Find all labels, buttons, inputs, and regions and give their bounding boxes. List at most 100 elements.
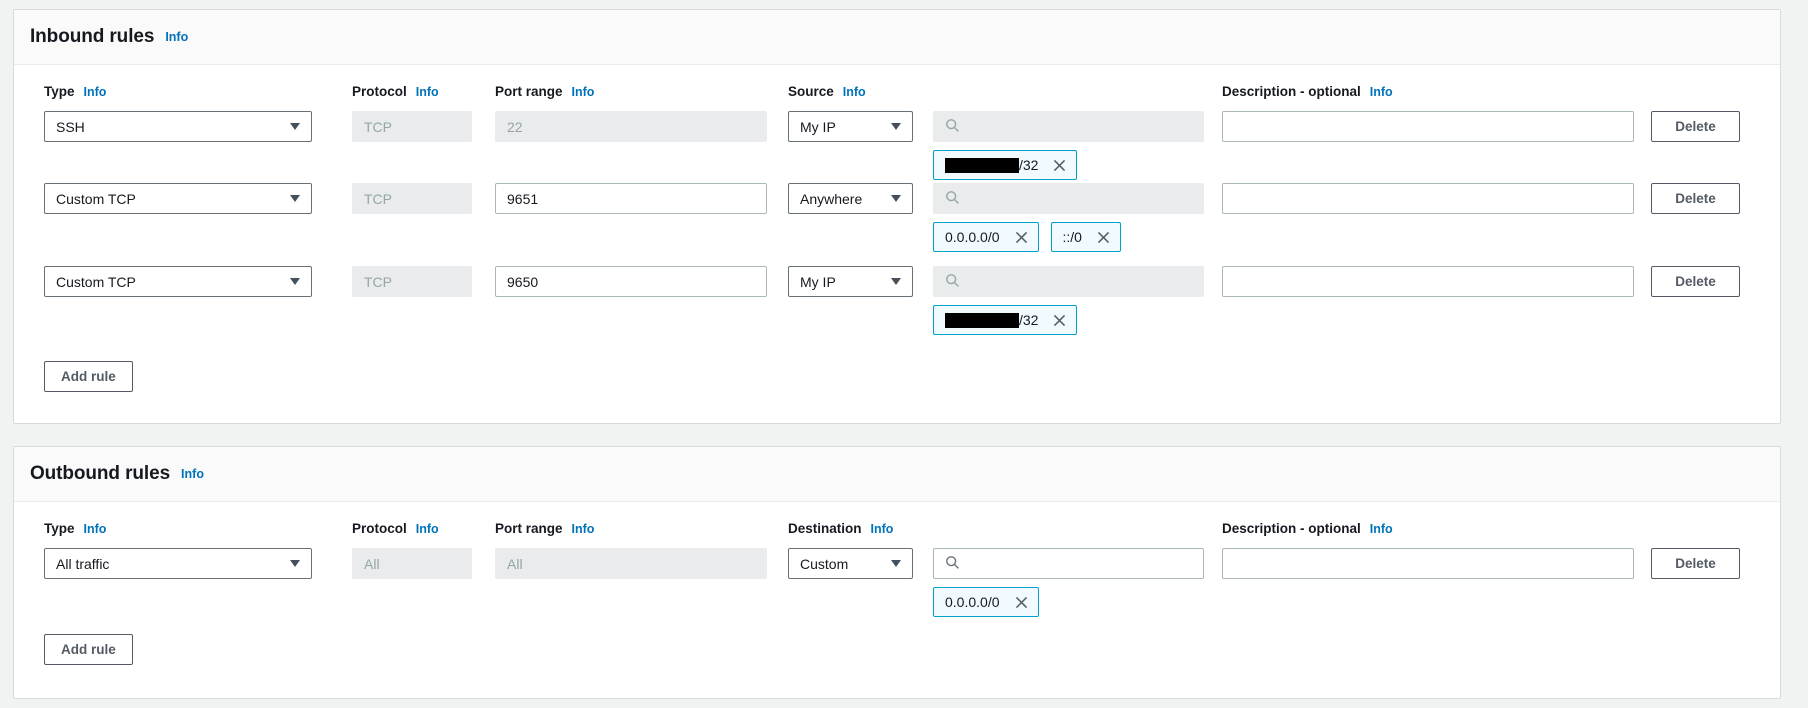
- cidr-chip[interactable]: ::/0: [1050, 222, 1121, 252]
- chevron-down-icon: [290, 123, 300, 130]
- chevron-down-icon: [290, 278, 300, 285]
- source-select-value: Anywhere: [800, 190, 863, 207]
- cidr-chip[interactable]: /32: [933, 150, 1078, 180]
- type-select-value: Custom TCP: [56, 273, 136, 290]
- description-field[interactable]: [1222, 111, 1634, 142]
- port-range-info-link[interactable]: Info: [571, 85, 595, 99]
- chevron-down-icon: [891, 560, 901, 567]
- description-field[interactable]: [1222, 183, 1634, 214]
- destination-chip-list: 0.0.0.0/0: [933, 587, 1204, 617]
- close-icon[interactable]: [1013, 594, 1030, 611]
- cidr-chip-label: ::/0: [1062, 229, 1082, 245]
- source-search-field[interactable]: [933, 266, 1204, 297]
- source-select[interactable]: My IP: [788, 266, 913, 297]
- destination-select[interactable]: Custom: [788, 548, 913, 579]
- description-field[interactable]: [1222, 266, 1634, 297]
- column-header-port-range: Port range Info: [495, 521, 767, 536]
- close-icon[interactable]: [1013, 229, 1030, 246]
- description-info-link[interactable]: Info: [1369, 85, 1393, 99]
- delete-button[interactable]: Delete: [1651, 266, 1740, 297]
- source-select[interactable]: My IP: [788, 111, 913, 142]
- type-select[interactable]: Custom TCP: [44, 266, 312, 297]
- type-select[interactable]: All traffic: [44, 548, 312, 579]
- source-select-value: My IP: [800, 273, 836, 290]
- source-search-field[interactable]: [933, 183, 1204, 214]
- destination-info-link[interactable]: Info: [870, 522, 894, 536]
- protocol-field: TCP: [352, 111, 472, 142]
- outbound-card-body: Type Info Protocol Info Port range Info: [14, 502, 1780, 665]
- search-icon: [945, 555, 960, 573]
- delete-button[interactable]: Delete: [1651, 548, 1740, 579]
- cidr-chip-label: 0.0.0.0/0: [945, 229, 1000, 245]
- port-range-value: 9651: [507, 190, 539, 207]
- source-select[interactable]: Anywhere: [788, 183, 913, 214]
- destination-search-field[interactable]: [933, 548, 1204, 579]
- source-info-link[interactable]: Info: [842, 85, 866, 99]
- chevron-down-icon: [290, 195, 300, 202]
- type-select-value: Custom TCP: [56, 190, 136, 207]
- add-rule-button[interactable]: Add rule: [44, 361, 133, 392]
- delete-button[interactable]: Delete: [1651, 183, 1740, 214]
- protocol-value: TCP: [364, 118, 392, 135]
- type-info-link[interactable]: Info: [83, 85, 107, 99]
- type-select[interactable]: SSH: [44, 111, 312, 142]
- column-header-protocol: Protocol Info: [352, 521, 472, 536]
- protocol-field: All: [352, 548, 472, 579]
- outbound-rules-card: Outbound rules Info Type Info Protocol I…: [13, 446, 1781, 699]
- chevron-down-icon: [891, 278, 901, 285]
- column-header-destination: Destination Info: [788, 521, 913, 536]
- port-range-info-link[interactable]: Info: [571, 522, 595, 536]
- source-chip-list: /32: [933, 150, 1204, 180]
- search-icon: [945, 273, 960, 291]
- table-row: Custom TCP: [44, 183, 312, 214]
- protocol-info-link[interactable]: Info: [415, 522, 439, 536]
- column-header-type: Type Info: [44, 84, 312, 99]
- column-header-type: Type Info: [44, 521, 312, 536]
- description-info-link[interactable]: Info: [1369, 522, 1393, 536]
- close-icon[interactable]: [1095, 229, 1112, 246]
- close-icon[interactable]: [1051, 312, 1068, 329]
- protocol-value: All: [364, 555, 380, 572]
- delete-button[interactable]: Delete: [1651, 111, 1740, 142]
- protocol-info-link[interactable]: Info: [415, 85, 439, 99]
- port-range-value: 9650: [507, 273, 539, 290]
- table-row: SSH: [44, 111, 312, 142]
- port-range-value: All: [507, 555, 523, 572]
- search-icon: [945, 190, 960, 208]
- source-select-value: My IP: [800, 118, 836, 135]
- column-label-destination: Destination: [788, 521, 862, 536]
- column-label-protocol: Protocol: [352, 521, 407, 536]
- outbound-add-rule-wrapper: Add rule: [30, 634, 1764, 665]
- destination-search-input[interactable]: [969, 554, 1192, 573]
- add-rule-button[interactable]: Add rule: [44, 634, 133, 665]
- chevron-down-icon: [891, 123, 901, 130]
- cidr-chip[interactable]: /32: [933, 305, 1078, 335]
- cidr-chip[interactable]: 0.0.0.0/0: [933, 222, 1039, 252]
- type-info-link[interactable]: Info: [83, 522, 107, 536]
- port-range-field[interactable]: 9650: [495, 266, 767, 297]
- port-range-field[interactable]: 9651: [495, 183, 767, 214]
- chevron-down-icon: [290, 560, 300, 567]
- outbound-info-link[interactable]: Info: [181, 467, 204, 481]
- source-search-input[interactable]: [969, 189, 1192, 208]
- close-icon[interactable]: [1051, 157, 1068, 174]
- redacted-ip: [945, 157, 1019, 173]
- source-search-input[interactable]: [969, 117, 1192, 136]
- column-header-description: Description - optional Info: [1222, 521, 1634, 536]
- port-range-value: 22: [507, 118, 523, 135]
- column-header-source: Source Info: [788, 84, 913, 99]
- port-range-field: All: [495, 548, 767, 579]
- column-header-port-range: Port range Info: [495, 84, 767, 99]
- table-row: All traffic: [44, 548, 312, 579]
- protocol-field: TCP: [352, 183, 472, 214]
- outbound-rules-grid: Type Info Protocol Info Port range Info: [30, 502, 1764, 634]
- type-select[interactable]: Custom TCP: [44, 183, 312, 214]
- cidr-chip[interactable]: 0.0.0.0/0: [933, 587, 1039, 617]
- source-search-field[interactable]: [933, 111, 1204, 142]
- inbound-info-link[interactable]: Info: [165, 30, 189, 44]
- description-field[interactable]: [1222, 548, 1634, 579]
- source-search-input[interactable]: [969, 272, 1192, 291]
- page-title: Inbound rules: [30, 26, 155, 47]
- cidr-chip-label: 0.0.0.0/0: [945, 594, 1000, 610]
